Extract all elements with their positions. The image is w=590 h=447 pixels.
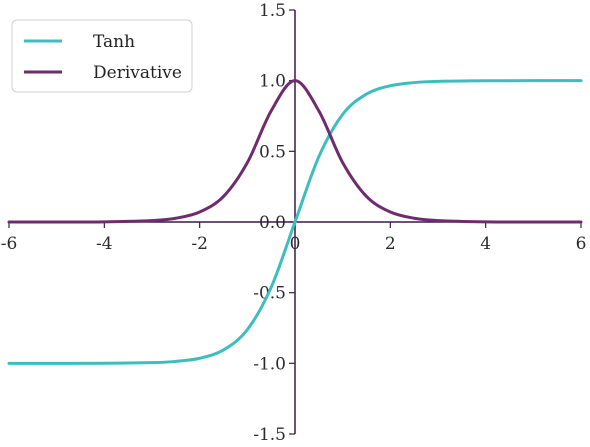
x-tick-label: -2 xyxy=(191,234,208,254)
series-tanh xyxy=(7,79,583,365)
series-line-tanh xyxy=(7,79,583,365)
y-tick-label: 1.0 xyxy=(259,72,286,92)
y-tick-label: -1.5 xyxy=(253,425,286,445)
legend-label-tanh: Tanh xyxy=(93,32,135,52)
x-tick-label: -4 xyxy=(96,234,113,254)
series-layer xyxy=(7,79,583,365)
series-derivative xyxy=(7,79,583,224)
y-tick-label: 1.5 xyxy=(259,1,286,21)
y-tick-label: 0.5 xyxy=(259,142,286,162)
x-tick-label: 2 xyxy=(385,234,396,254)
legend-box xyxy=(11,19,193,93)
x-tick-label: 4 xyxy=(480,234,491,254)
legend: Tanh Derivative xyxy=(11,19,193,93)
y-tick-label: -1.0 xyxy=(253,354,286,374)
x-tick-label: 0 xyxy=(290,234,301,254)
x-tick-label: -6 xyxy=(1,234,18,254)
x-tick-label: 6 xyxy=(576,234,587,254)
y-tick-label: 0.0 xyxy=(259,213,286,233)
series-line-derivative xyxy=(7,79,583,224)
legend-label-derivative: Derivative xyxy=(93,63,182,83)
